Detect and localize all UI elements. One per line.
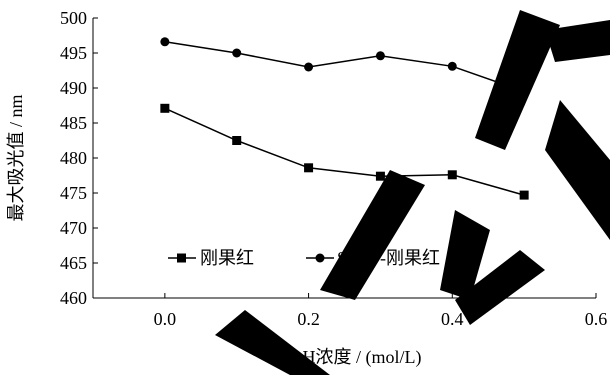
legend-label-0: 刚果红 <box>200 248 254 268</box>
data-point-square <box>232 136 242 145</box>
y-tick-label: 485 <box>60 113 87 133</box>
data-point-circle <box>232 48 242 58</box>
x-tick-label: 0.6 <box>585 309 608 329</box>
x-tick-label: 0.2 <box>297 309 320 329</box>
legend-square-marker <box>177 253 186 263</box>
watermark <box>215 10 610 375</box>
data-point-circle <box>160 37 170 47</box>
y-tick-label: 495 <box>60 43 87 63</box>
x-axis-title: NaOH浓度 / (mol/L) <box>269 347 422 368</box>
data-point-circle <box>375 51 385 61</box>
y-tick-label: 475 <box>60 183 87 203</box>
x-ticks: 0.0 0.2 0.4 0.6 <box>154 293 608 329</box>
x-tick-label: 0.0 <box>154 309 177 329</box>
data-point-circle <box>519 87 529 96</box>
legend-item-1: SPKP-刚果红 <box>306 248 440 268</box>
y-ticks: 460 465 470 475 480 485 490 495 500 <box>60 8 98 308</box>
y-tick-label: 470 <box>60 218 87 238</box>
legend-label-1: SPKP-刚果红 <box>337 248 440 268</box>
data-point-circle <box>447 61 457 71</box>
data-point-square <box>519 190 529 200</box>
data-point-square <box>304 163 314 173</box>
y-tick-label: 490 <box>60 78 87 98</box>
data-point-square <box>447 170 457 180</box>
legend: 刚果红 SPKP-刚果红 <box>168 248 440 268</box>
y-tick-label: 460 <box>60 288 87 308</box>
data-point-square <box>375 171 385 181</box>
series-layer <box>160 37 529 200</box>
series-line-0 <box>164 107 525 196</box>
y-tick-label: 465 <box>60 253 87 273</box>
series-line-1 <box>164 41 525 93</box>
legend-circle-marker <box>315 253 325 263</box>
legend-item-0: 刚果红 <box>168 248 254 268</box>
x-tick-label: 0.4 <box>441 309 464 329</box>
y-tick-label: 480 <box>60 148 87 168</box>
y-axis-title: 最大吸光值 / nm <box>6 94 26 221</box>
y-tick-label: 500 <box>60 8 87 28</box>
data-point-circle <box>304 62 314 72</box>
data-point-square <box>160 103 170 113</box>
